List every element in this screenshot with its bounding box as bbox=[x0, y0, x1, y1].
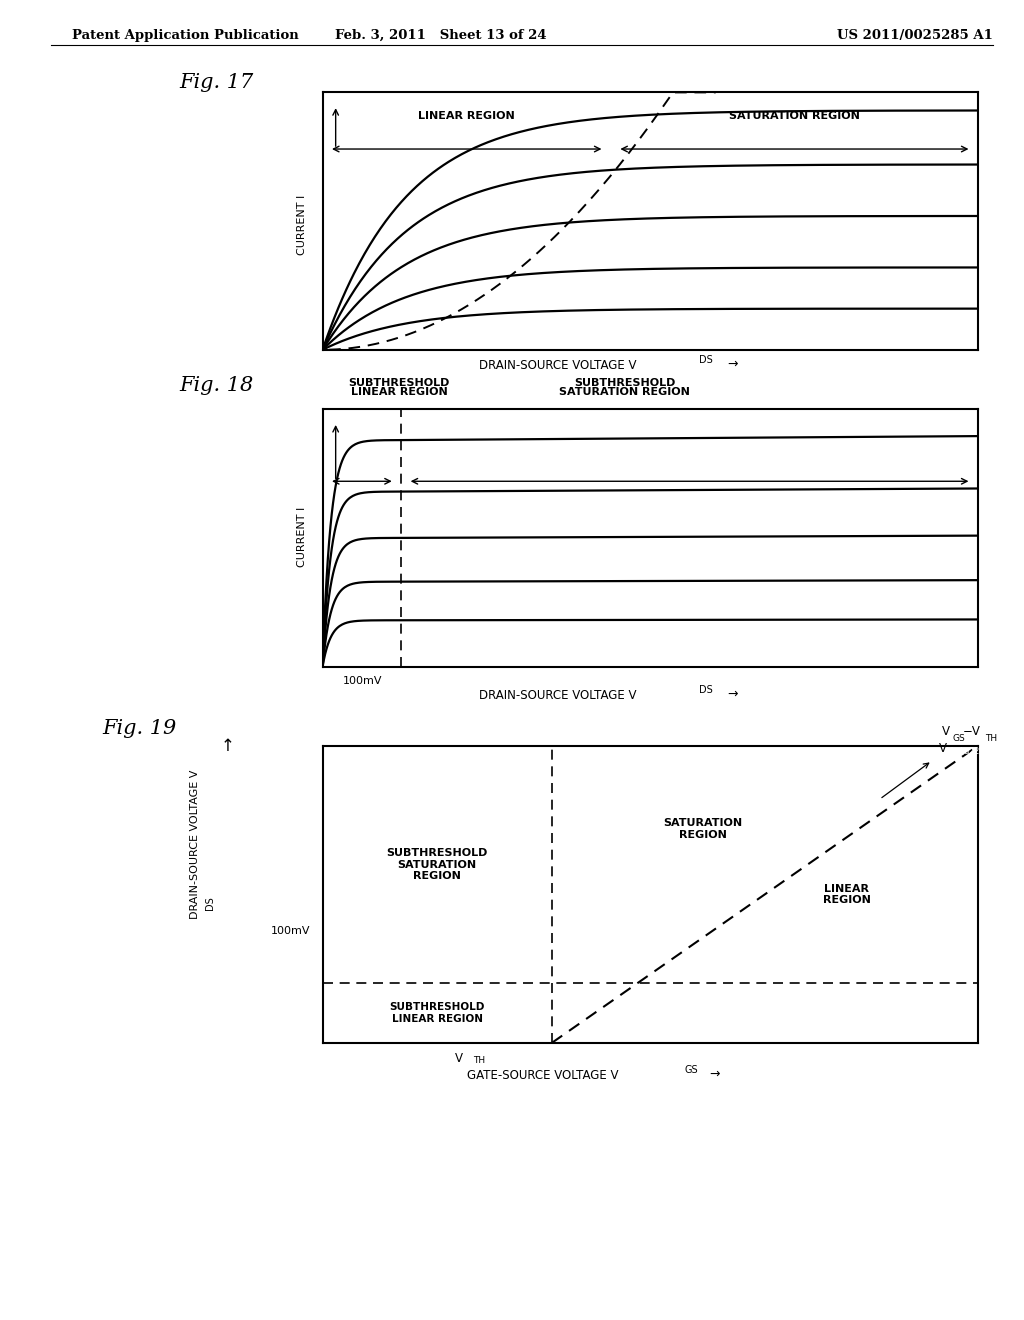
Text: →: → bbox=[720, 358, 738, 371]
Text: 100mV: 100mV bbox=[270, 925, 310, 936]
Text: GS: GS bbox=[684, 1065, 697, 1076]
Text: ↑: ↑ bbox=[220, 737, 234, 755]
Text: US 2011/0025285 A1: US 2011/0025285 A1 bbox=[838, 29, 993, 42]
Text: SATURATION REGION: SATURATION REGION bbox=[559, 387, 690, 397]
Text: CURRENT I: CURRENT I bbox=[297, 194, 307, 255]
Text: DRAIN-SOURCE VOLTAGE V: DRAIN-SOURCE VOLTAGE V bbox=[479, 689, 637, 702]
Text: SATURATION REGION: SATURATION REGION bbox=[729, 111, 860, 120]
Text: DS: DS bbox=[699, 685, 713, 696]
Text: SUBTHRESHOLD
LINEAR REGION: SUBTHRESHOLD LINEAR REGION bbox=[389, 1002, 485, 1024]
Text: Feb. 3, 2011   Sheet 13 of 24: Feb. 3, 2011 Sheet 13 of 24 bbox=[335, 29, 546, 42]
Text: SATURATION
REGION: SATURATION REGION bbox=[664, 818, 742, 840]
Text: DS: DS bbox=[205, 896, 215, 909]
Text: SUBTHRESHOLD: SUBTHRESHOLD bbox=[574, 378, 675, 388]
Text: →: → bbox=[702, 1068, 721, 1081]
Text: V: V bbox=[939, 742, 946, 755]
Text: 100mV: 100mV bbox=[343, 676, 382, 686]
Text: Fig. 19: Fig. 19 bbox=[102, 719, 177, 738]
Text: DS: DS bbox=[699, 355, 713, 366]
Text: TH: TH bbox=[985, 734, 997, 743]
Text: CURRENT I: CURRENT I bbox=[297, 507, 307, 568]
Text: $\mathregular{-}$V$\mathregular{_{GS}}$\u2212V$\mathregular{_{TH}}$: $\mathregular{-}$V$\mathregular{_{GS}}$\… bbox=[939, 746, 1005, 758]
Text: LINEAR REGION: LINEAR REGION bbox=[419, 111, 515, 120]
Text: →: → bbox=[720, 688, 738, 701]
Text: DRAIN-SOURCE VOLTAGE V: DRAIN-SOURCE VOLTAGE V bbox=[479, 359, 637, 372]
Text: SUBTHRESHOLD: SUBTHRESHOLD bbox=[349, 378, 450, 388]
Text: GATE-SOURCE VOLTAGE V: GATE-SOURCE VOLTAGE V bbox=[467, 1069, 618, 1082]
Text: −V: −V bbox=[963, 725, 980, 738]
Text: Fig. 17: Fig. 17 bbox=[179, 73, 254, 91]
Text: SUBTHRESHOLD
SATURATION
REGION: SUBTHRESHOLD SATURATION REGION bbox=[387, 847, 487, 882]
Text: V: V bbox=[455, 1052, 463, 1065]
Text: TH: TH bbox=[473, 1056, 485, 1065]
Text: LINEAR REGION: LINEAR REGION bbox=[351, 387, 447, 397]
Text: Patent Application Publication: Patent Application Publication bbox=[72, 29, 298, 42]
Text: GS: GS bbox=[952, 734, 965, 743]
Text: LINEAR
REGION: LINEAR REGION bbox=[823, 883, 870, 906]
Text: DRAIN-SOURCE VOLTAGE V: DRAIN-SOURCE VOLTAGE V bbox=[189, 770, 200, 920]
Text: Fig. 18: Fig. 18 bbox=[179, 376, 254, 395]
Text: V: V bbox=[942, 725, 950, 738]
